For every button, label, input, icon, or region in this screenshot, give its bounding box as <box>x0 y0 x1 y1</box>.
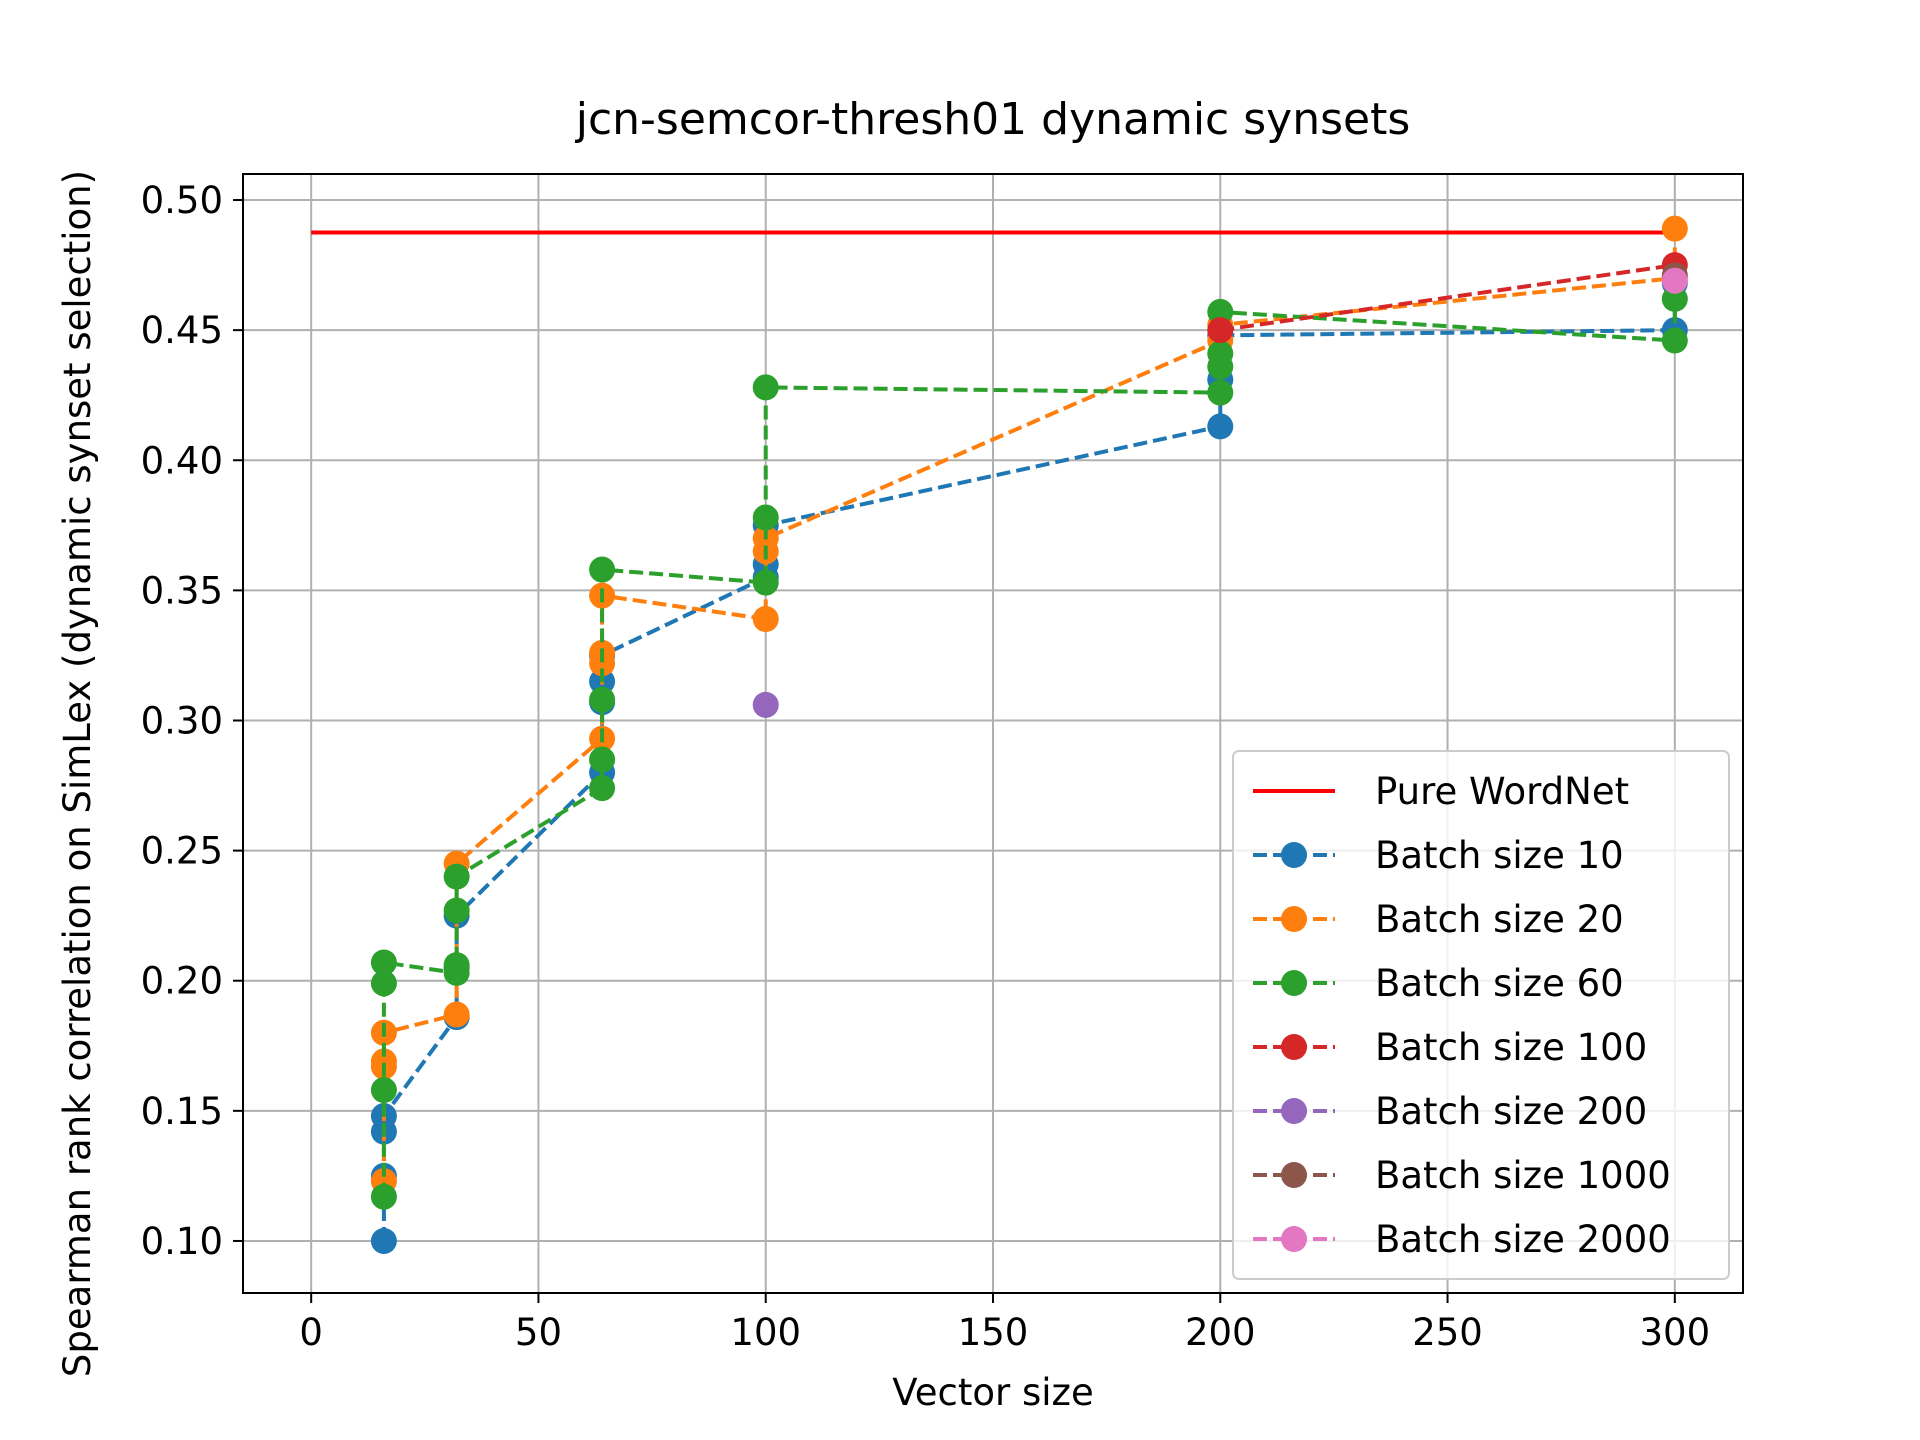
data-point <box>1661 285 1688 312</box>
x-tick-label: 250 <box>1412 1311 1483 1354</box>
data-point <box>752 504 779 531</box>
x-tick-label: 200 <box>1185 1311 1256 1354</box>
data-point <box>370 1183 397 1210</box>
y-tick-label: 0.45 <box>141 309 223 352</box>
y-tick-label: 0.15 <box>141 1090 223 1133</box>
legend-label: Batch size 10 <box>1375 834 1624 877</box>
legend-label: Pure WordNet <box>1375 770 1629 813</box>
x-tick-label: 300 <box>1640 1311 1711 1354</box>
data-point <box>1661 267 1688 294</box>
data-point <box>370 1227 397 1254</box>
data-point <box>1207 379 1234 406</box>
y-tick-label: 0.25 <box>141 830 223 873</box>
data-point <box>589 556 616 583</box>
legend-item: Pure WordNet <box>1253 770 1629 813</box>
x-tick-label: 50 <box>515 1311 562 1354</box>
legend-marker <box>1281 1226 1307 1252</box>
legend-marker <box>1281 970 1307 996</box>
legend-label: Batch size 100 <box>1375 1026 1647 1069</box>
data-point <box>443 897 470 924</box>
data-point <box>370 1048 397 1075</box>
data-point <box>589 775 616 802</box>
legend-item: Batch size 1000 <box>1253 1154 1671 1197</box>
data-point <box>752 569 779 596</box>
chart-title: jcn-semcor-thresh01 dynamic synsets <box>575 94 1411 145</box>
y-tick-label: 0.50 <box>141 179 223 222</box>
legend: Pure WordNet Batch size 10 Batch size 20 Ba… <box>1232 750 1730 1280</box>
legend-marker <box>1281 1034 1307 1060</box>
data-point <box>752 691 779 718</box>
y-tick-label: 0.30 <box>141 699 223 742</box>
data-point <box>1207 413 1234 440</box>
legend-label: Batch size 2000 <box>1375 1218 1671 1261</box>
legend-marker <box>1281 906 1307 932</box>
series-3 <box>370 285 1688 1210</box>
legend-label: Batch size 200 <box>1375 1090 1647 1133</box>
legend-item: Batch size 200 <box>1253 1090 1647 1133</box>
legend-label: Batch size 1000 <box>1375 1154 1671 1197</box>
legend-item: Batch size 60 <box>1253 962 1624 1005</box>
legend-item: Batch size 100 <box>1253 1026 1647 1069</box>
y-tick-label: 0.20 <box>141 960 223 1003</box>
legend-item: Batch size 10 <box>1253 834 1624 877</box>
data-point <box>752 374 779 401</box>
legend-marker <box>1281 1162 1307 1188</box>
y-tick-label: 0.35 <box>141 569 223 612</box>
legend-label: Batch size 20 <box>1375 898 1624 941</box>
data-point <box>1207 340 1234 367</box>
data-point <box>370 970 397 997</box>
x-tick-label: 0 <box>299 1311 323 1354</box>
y-tick-label: 0.10 <box>141 1220 223 1263</box>
data-point <box>443 1001 470 1028</box>
series-7 <box>1661 267 1688 294</box>
x-tick-label: 100 <box>730 1311 801 1354</box>
axis-ticks: 0 50 100 150 200 250 300 0.10 0.15 0.20 0.25 0.30 0.… <box>141 179 1711 1354</box>
data-point <box>589 746 616 773</box>
series-line <box>1219 263 1676 333</box>
legend-label: Batch size 60 <box>1375 962 1624 1005</box>
legend-box <box>1232 750 1730 1280</box>
series-5 <box>752 691 779 718</box>
data-point <box>443 863 470 890</box>
legend-item: Batch size 20 <box>1253 898 1624 941</box>
y-axis-label: Spearman rank correlation on SimLex (dyn… <box>56 170 99 1377</box>
x-axis-label: Vector size <box>892 1371 1093 1414</box>
plot-series <box>311 215 1688 1254</box>
data-point <box>370 1077 397 1104</box>
legend-marker <box>1281 1098 1307 1124</box>
data-point <box>1661 327 1688 354</box>
y-tick-label: 0.40 <box>141 439 223 482</box>
data-point <box>1207 298 1234 325</box>
data-point <box>1661 215 1688 242</box>
x-tick-label: 150 <box>958 1311 1029 1354</box>
data-point <box>752 605 779 632</box>
data-point <box>443 952 470 979</box>
data-point <box>1207 317 1234 344</box>
data-point <box>589 686 616 713</box>
legend-marker <box>1281 842 1307 868</box>
legend-item: Batch size 2000 <box>1253 1218 1671 1261</box>
data-point <box>370 949 397 976</box>
